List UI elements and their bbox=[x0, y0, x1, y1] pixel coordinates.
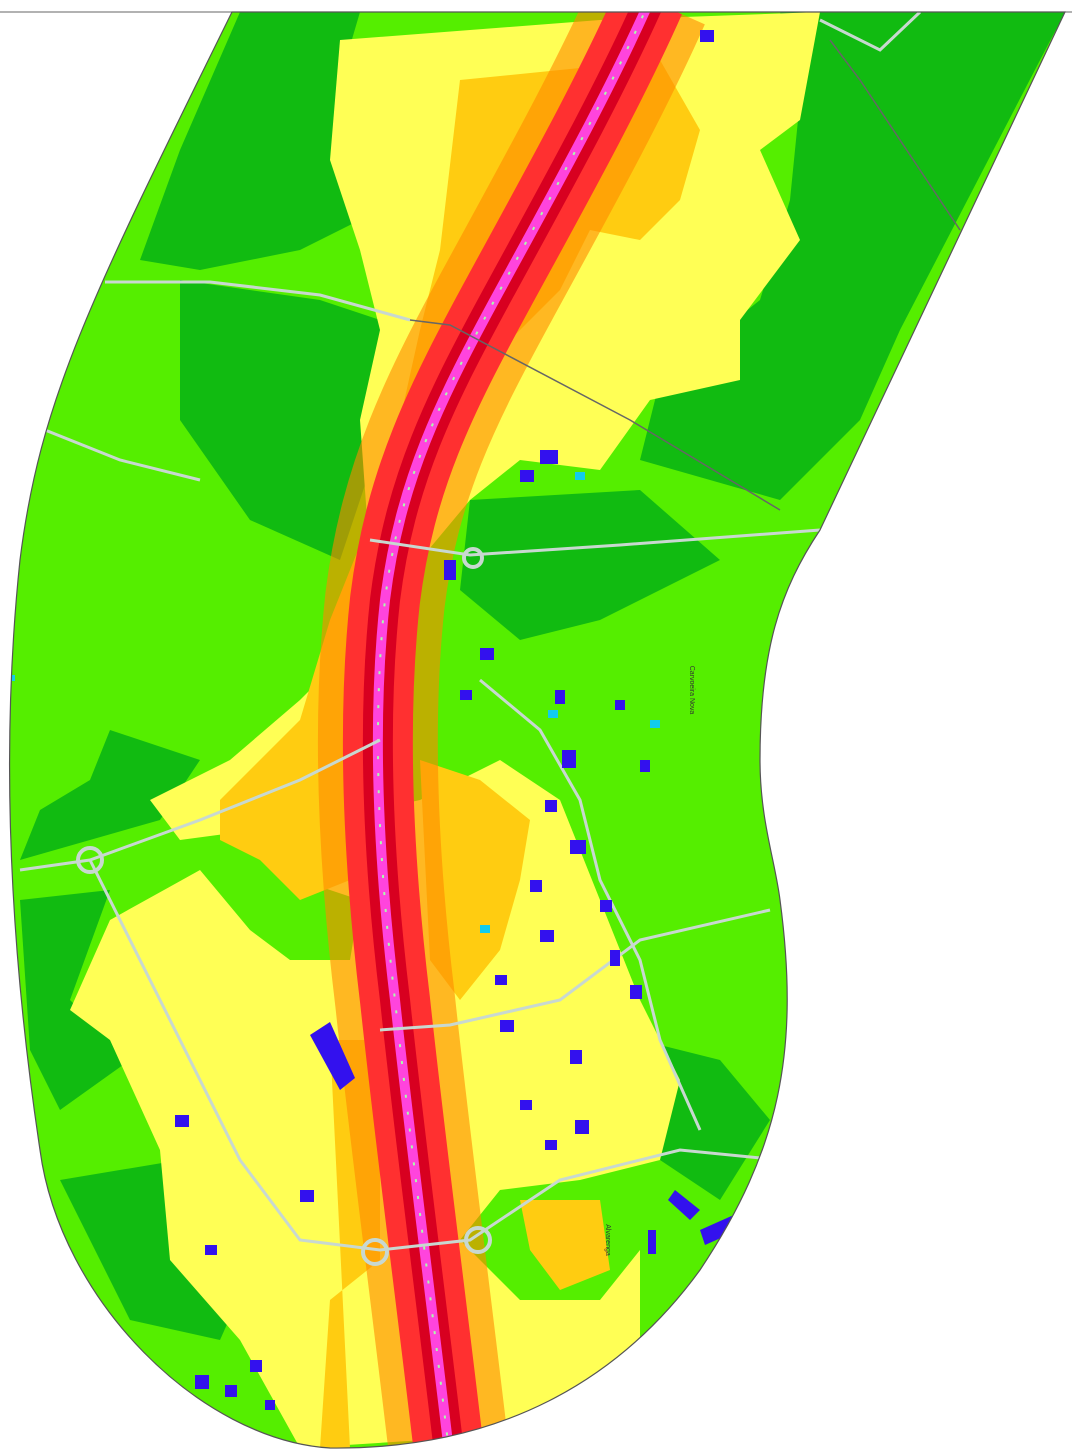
map-border bbox=[8, 11, 1066, 1449]
building bbox=[615, 700, 625, 710]
building bbox=[545, 1140, 557, 1150]
roundabout bbox=[464, 1226, 492, 1254]
road bbox=[369, 528, 821, 557]
building bbox=[650, 720, 660, 728]
roads bbox=[19, 12, 922, 1252]
building bbox=[444, 560, 456, 580]
place-label: Alvarenga bbox=[604, 1224, 611, 1256]
building bbox=[545, 800, 557, 812]
building bbox=[480, 925, 490, 933]
building bbox=[700, 30, 714, 42]
building bbox=[225, 1385, 237, 1397]
building bbox=[460, 690, 472, 700]
building bbox=[575, 1120, 589, 1134]
building bbox=[300, 1190, 314, 1202]
roundabout bbox=[462, 547, 484, 569]
road bbox=[88, 859, 781, 1252]
building bbox=[648, 1230, 656, 1254]
place-label: Carvoeira Nova bbox=[688, 666, 695, 715]
building bbox=[610, 950, 620, 966]
patch bbox=[20, 890, 130, 1110]
patch bbox=[460, 490, 720, 640]
building bbox=[530, 880, 542, 892]
road bbox=[819, 12, 922, 52]
building bbox=[540, 450, 558, 464]
building bbox=[9, 675, 15, 681]
building bbox=[265, 1400, 275, 1410]
building bbox=[562, 750, 576, 768]
building bbox=[570, 840, 586, 854]
building bbox=[600, 900, 612, 912]
building bbox=[495, 975, 507, 985]
road bbox=[479, 678, 702, 1131]
building bbox=[500, 1020, 514, 1032]
building bbox=[175, 1115, 189, 1127]
orange-area bbox=[520, 1200, 610, 1290]
building bbox=[575, 472, 585, 480]
building bbox=[540, 930, 554, 942]
building bbox=[570, 1050, 582, 1064]
boundary-line bbox=[409, 319, 781, 511]
boundary-line bbox=[829, 39, 961, 231]
buildings-other bbox=[9, 472, 660, 933]
patch bbox=[640, 12, 1065, 500]
yellow-area bbox=[70, 12, 820, 1448]
zone-yellow bbox=[70, 12, 820, 1448]
building bbox=[630, 985, 642, 999]
building bbox=[710, 1248, 758, 1294]
building bbox=[555, 690, 565, 704]
patch bbox=[140, 12, 360, 270]
building bbox=[520, 470, 534, 482]
patch bbox=[20, 730, 200, 860]
building bbox=[195, 1375, 209, 1389]
road bbox=[105, 280, 411, 322]
building bbox=[520, 1100, 532, 1110]
building bbox=[548, 710, 558, 718]
building bbox=[310, 1022, 355, 1090]
road bbox=[19, 418, 201, 482]
road bbox=[379, 908, 771, 1032]
road bbox=[19, 738, 381, 872]
building bbox=[250, 1360, 262, 1372]
roundabout bbox=[361, 1238, 389, 1266]
building bbox=[640, 760, 650, 772]
building bbox=[480, 648, 494, 660]
building bbox=[205, 1245, 217, 1255]
building bbox=[668, 1190, 700, 1220]
motorway bbox=[372, 12, 655, 1449]
roundabout bbox=[76, 846, 104, 874]
